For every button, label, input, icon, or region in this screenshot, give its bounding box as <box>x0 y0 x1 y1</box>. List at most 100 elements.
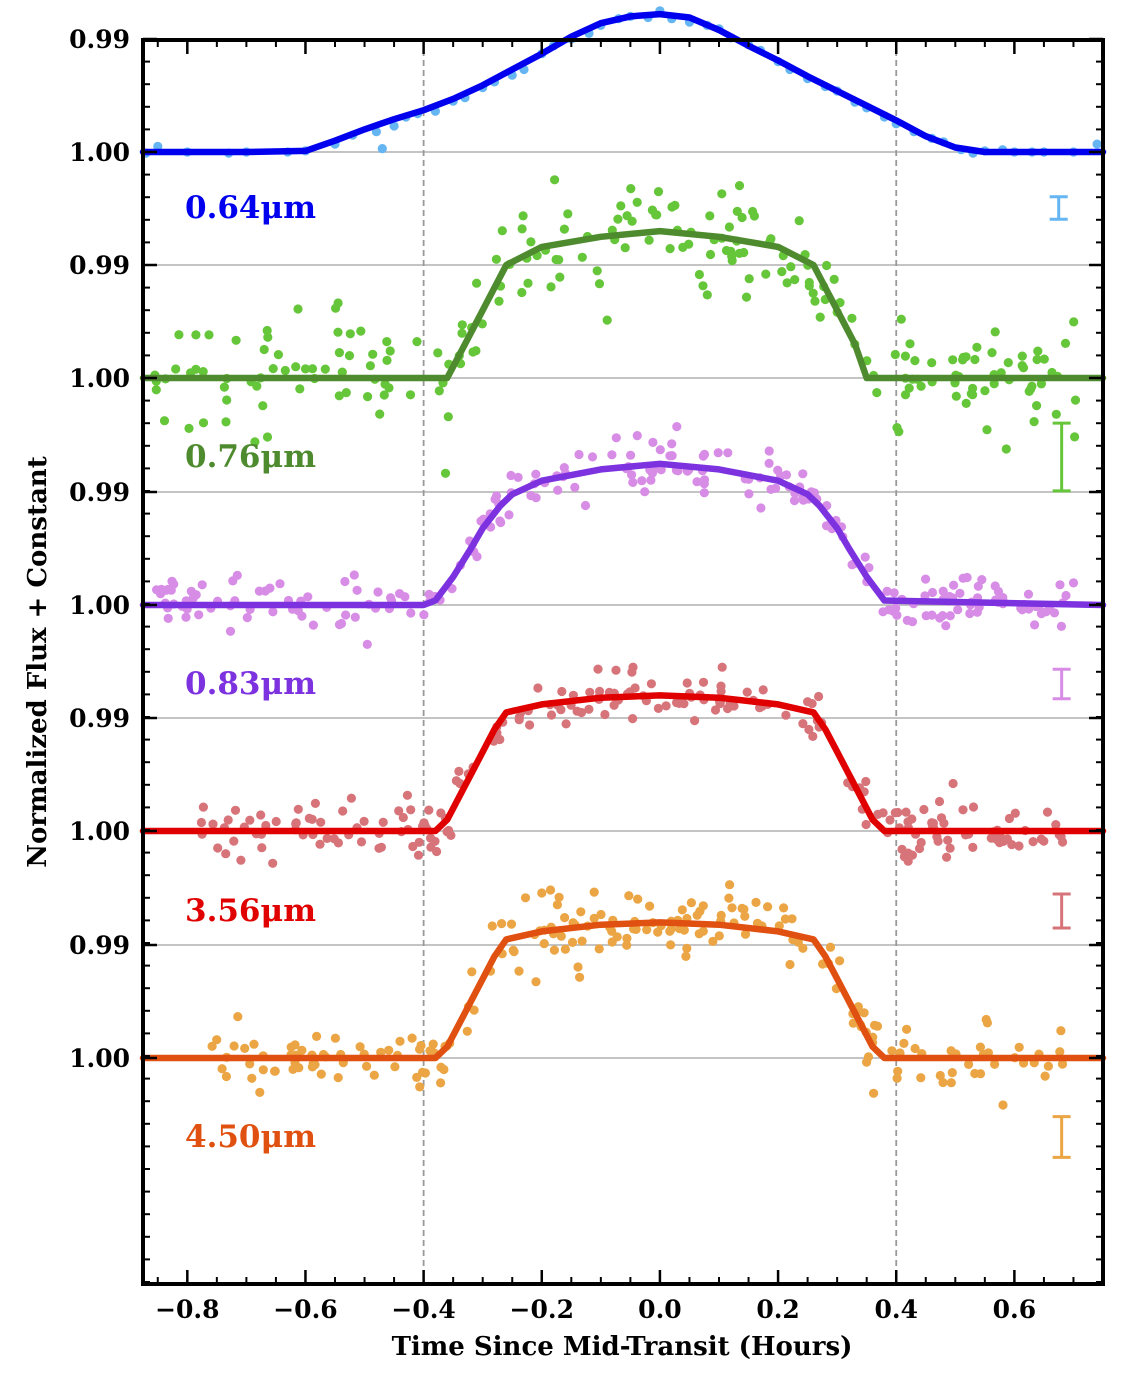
data-point <box>557 686 567 697</box>
data-point <box>972 342 982 352</box>
data-point <box>910 356 920 366</box>
model-curve-1 <box>139 10 1107 156</box>
data-point <box>303 592 313 602</box>
data-point <box>219 382 229 392</box>
data-point <box>916 381 926 391</box>
data-point <box>751 897 761 908</box>
data-point <box>1057 1059 1068 1069</box>
data-point <box>320 364 330 374</box>
data-point <box>946 1046 956 1056</box>
data-point <box>1033 346 1043 356</box>
data-point <box>368 349 378 359</box>
data-point <box>390 1062 400 1072</box>
data-point <box>570 482 580 492</box>
data-point <box>740 911 750 921</box>
data-point <box>975 1042 986 1052</box>
data-point <box>678 242 688 252</box>
data-point <box>872 388 882 398</box>
data-point <box>271 816 281 827</box>
data-point <box>490 494 500 504</box>
x-tick-label: 0.2 <box>756 1295 800 1324</box>
data-point <box>935 613 945 623</box>
data-point <box>433 348 443 358</box>
plot-frame <box>141 38 1105 1286</box>
data-point <box>710 705 721 715</box>
data-point <box>777 267 787 277</box>
data-point <box>406 608 416 618</box>
data-point <box>942 852 952 862</box>
data-point <box>1055 580 1065 590</box>
series-label-1: 0.64μm <box>185 190 316 226</box>
data-point <box>948 355 958 365</box>
data-point <box>934 796 945 807</box>
data-point <box>416 1040 426 1051</box>
data-point <box>554 892 564 902</box>
model-curve-4 <box>139 692 1107 835</box>
data-point <box>242 613 252 623</box>
data-point <box>462 1026 472 1036</box>
data-point <box>539 939 549 949</box>
data-point <box>721 245 732 256</box>
data-point <box>761 269 771 279</box>
data-point <box>550 175 560 185</box>
data-point <box>577 252 587 262</box>
data-point <box>622 211 632 221</box>
data-point <box>467 967 477 977</box>
data-point <box>677 905 687 915</box>
data-point <box>166 585 176 595</box>
data-point <box>633 894 643 904</box>
data-point <box>1017 361 1027 371</box>
data-point <box>330 1033 340 1043</box>
data-point <box>494 296 504 306</box>
data-point <box>379 390 389 400</box>
data-point <box>406 805 416 815</box>
data-point <box>255 1087 265 1097</box>
x-axis-title: Time Since Mid-Transit (Hours) <box>392 1332 853 1362</box>
data-point <box>395 1036 405 1046</box>
data-point <box>861 819 871 830</box>
data-point <box>607 450 617 460</box>
series-points-5 <box>207 880 1068 1110</box>
data-point <box>907 814 917 824</box>
data-point <box>377 144 387 154</box>
data-point <box>545 885 556 895</box>
data-point <box>611 665 621 675</box>
data-point <box>766 234 776 244</box>
data-point <box>1056 621 1066 632</box>
data-point <box>787 914 797 924</box>
data-point <box>622 933 632 944</box>
data-point <box>932 832 942 842</box>
data-point <box>471 346 481 356</box>
data-point <box>790 275 800 285</box>
data-point <box>613 214 623 224</box>
data-point <box>708 936 718 947</box>
data-point <box>964 1059 974 1069</box>
data-point <box>901 807 911 817</box>
data-point <box>229 1041 239 1051</box>
axes: 1.00 0.99 1.00 0.99 1.00 0.99 1.00 0.99 1.00 0.99… <box>69 25 1105 1324</box>
data-point <box>551 254 561 265</box>
data-point <box>236 855 246 865</box>
data-point <box>921 574 931 584</box>
data-point <box>231 335 241 345</box>
data-point <box>352 585 362 595</box>
data-point <box>1007 840 1017 850</box>
data-point <box>1051 409 1061 419</box>
data-point <box>304 813 314 824</box>
data-point <box>346 793 356 803</box>
data-point <box>815 312 825 322</box>
data-point <box>628 714 638 724</box>
data-point <box>644 235 654 245</box>
data-point <box>268 858 278 868</box>
data-point <box>860 552 870 562</box>
data-point <box>513 472 523 482</box>
data-point <box>563 209 573 219</box>
data-point <box>1017 351 1027 361</box>
data-point <box>315 839 325 849</box>
data-point <box>184 423 194 433</box>
data-point <box>666 924 676 934</box>
data-point <box>373 587 383 597</box>
data-point <box>640 487 650 497</box>
data-point <box>207 1041 217 1051</box>
data-point <box>961 398 971 408</box>
